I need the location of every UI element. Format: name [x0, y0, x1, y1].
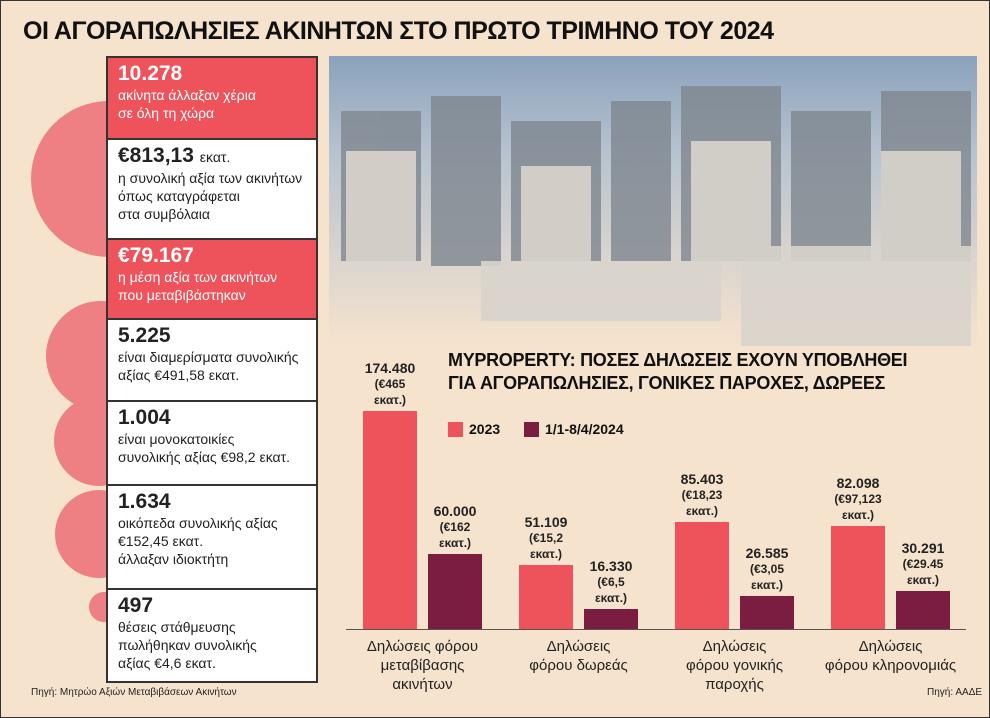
legend-label: 2023 — [469, 421, 501, 437]
stat-text: η μέση αξία των ακινήτων — [118, 269, 278, 285]
value-label: 60.000 (€162 εκατ.) — [417, 503, 493, 551]
chart-source: Πηγή: ΑΑΔΕ — [927, 687, 983, 698]
stat-value: 497 — [118, 594, 154, 617]
stat-text: αξίας €4,6 εκατ. — [118, 655, 216, 671]
value-number: 30.291 — [901, 540, 945, 557]
stat-text: στα συμβόλαια — [118, 206, 210, 222]
value-label: 26.585 (€3,05 εκατ.) — [729, 545, 805, 593]
stat-box: €813,13 εκατ. η συνολική αξία των ακινήτω… — [106, 138, 318, 240]
stat-text: άλλαξαν ιδιοκτήτη — [118, 551, 229, 567]
category-label: Δηλώσεις φόρου δωρεάς — [529, 638, 628, 674]
value-note: (€6,5 εκατ.) — [594, 574, 628, 605]
value-note: (€15,2 εκατ.) — [528, 531, 564, 562]
bar — [428, 554, 482, 629]
bar — [363, 411, 417, 629]
value-number: 16.330 — [589, 557, 633, 574]
stat-unit: εκατ. — [199, 149, 231, 165]
bar — [584, 608, 638, 629]
chart-title: ΓΙΑ ΑΓΟΡΑΠΩΛΗΣΙΕΣ, ΓΟΝΙΚΕΣ ΠΑΡΟΧΕΣ, ΔΩΡΕ… — [448, 373, 886, 393]
stat-text: που μεταβιβάστηκαν — [118, 287, 246, 303]
stat-box: 5.225 είναι διαμερίσματα συνολικής αξίας €… — [106, 318, 318, 402]
value-number: 82.098 — [836, 475, 880, 492]
category-label: Δηλώσεις φόρου κληρονομιάς — [824, 638, 957, 674]
value-number: 85.403 — [680, 471, 724, 488]
value-label: 16.330 (€6,5 εκατ.) — [573, 558, 649, 606]
legend-swatch — [448, 422, 463, 437]
value-number: 174.480 — [364, 360, 416, 376]
legend-label: 1/1-8/4/2024 — [545, 421, 624, 437]
value-number: 60.000 — [433, 503, 477, 520]
value-label: 51.109 (€15,2 εκατ.) — [508, 514, 584, 562]
value-note: (€3,05 εκατ.) — [749, 561, 785, 592]
bar — [740, 595, 794, 629]
stat-text: είναι διαμερίσματα συνολικής — [118, 349, 299, 365]
stat-text: €152,45 εκατ. — [118, 533, 204, 549]
stat-value: €813,13 εκατ. — [118, 144, 231, 167]
stat-text: συνολικής αξίας €98,2 εκατ. — [118, 449, 291, 465]
axis-line — [346, 629, 966, 630]
stat-value: €79.167 — [118, 244, 194, 267]
stat-text: οικόπεδα συνολικής αξίας — [118, 515, 278, 531]
source: Πηγή: Μητρώο Αξιών Μεταβιβάσεων Ακινήτων — [31, 687, 237, 698]
stat-text: ακίνητα άλλαξαν χέρια — [118, 87, 256, 103]
bar — [675, 522, 729, 629]
stat-box: 497 θέσεις στάθμευσης πωλήθηκαν συνολικής α… — [106, 588, 318, 683]
value-note: (€465 εκατ.) — [373, 377, 407, 407]
stat-value: 10.278 — [118, 62, 183, 85]
stat-text: όπως καταγράφεται — [118, 188, 240, 204]
bar — [519, 565, 573, 629]
value-label: 174.480 (€465 εκατ.) — [352, 360, 428, 408]
stat-value: 5.225 — [118, 324, 171, 347]
category-label: Δηλώσεις φόρου μεταβίβασης ακινήτων — [366, 638, 479, 693]
chart-title: MYPROPERTY: ΠΟΣΕΣ ΔΗΛΩΣΕΙΣ ΕΧΟΥΝ ΥΠΟΒΛΗΘ… — [448, 350, 908, 370]
stat-text: σε όλη τη χώρα — [118, 105, 215, 121]
stat-text: είναι μονοκατοικίες — [118, 431, 235, 447]
stat-text: η συνολική αξία των ακινήτων — [118, 170, 303, 186]
value-number: 26.585 — [745, 544, 789, 561]
stat-box: 1.634 οικόπεδα συνολικής αξίας €152,45 εκα… — [106, 484, 318, 590]
stat-text: αξίας €491,58 εκατ. — [118, 367, 240, 383]
legend-swatch — [524, 422, 539, 437]
stat-text: θέσεις στάθμευσης — [118, 619, 236, 635]
value-label: 30.291 (€29.45 εκατ.) — [885, 540, 961, 588]
stat-box: 1.004 είναι μονοκατοικίες συνολικής αξίας … — [106, 400, 318, 486]
value-number: 51.109 — [524, 514, 568, 531]
value-note: (€18,23 εκατ.) — [681, 488, 723, 519]
value-label: 82.098 (€97,123 εκατ.) — [820, 475, 896, 523]
value-note: (€162 εκατ.) — [438, 520, 472, 551]
stat-box: 10.278 ακίνητα άλλαξαν χέρια σε όλη τη χώρ… — [106, 56, 318, 140]
stat-value: 1.004 — [118, 406, 171, 429]
stat-text: πωλήθηκαν συνολικής — [118, 637, 257, 653]
bar — [896, 591, 950, 629]
stat-value: 1.634 — [118, 490, 171, 513]
value-note: (€97,123 εκατ.) — [834, 492, 882, 523]
title: ΟΙ ΑΓΟΡΑΠΩΛΗΣΙΕΣ ΑΚΙΝΗΤΩΝ ΣΤΟ ΠΡΩΤΟ ΤΡΙΜ… — [23, 17, 774, 45]
category-label: Δηλώσεις φόρου γονικής παροχής — [685, 638, 784, 693]
value-note: (€29.45 εκατ.) — [902, 557, 944, 588]
bar — [831, 526, 885, 629]
value-label: 85.403 (€18,23 εκατ.) — [664, 471, 740, 519]
stat-box: €79.167 η μέση αξία των ακινήτων που μεταβ… — [106, 238, 318, 320]
